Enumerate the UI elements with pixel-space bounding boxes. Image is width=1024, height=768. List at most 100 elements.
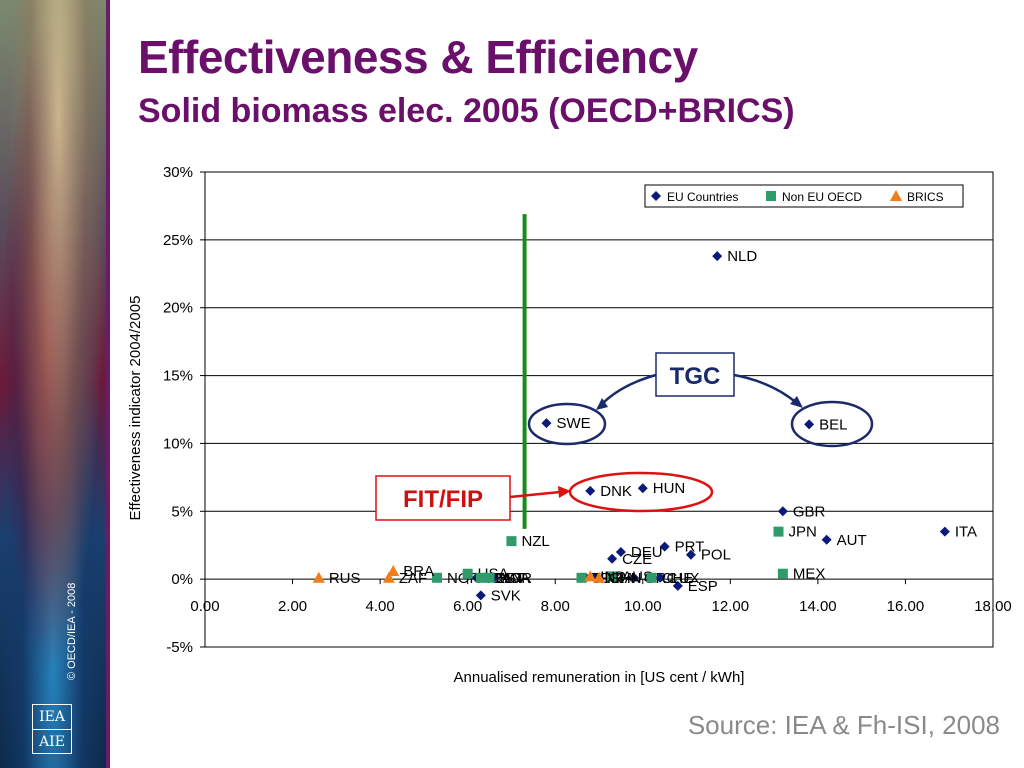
point-label-chn: CHN <box>609 570 642 587</box>
point-label-aut: AUT <box>837 532 867 549</box>
point-label-hun: HUN <box>653 480 686 497</box>
annotations: TGC FIT/FIP <box>375 214 874 529</box>
point-chn <box>593 571 605 583</box>
tgc-box <box>655 352 735 397</box>
point-jpn <box>773 526 784 537</box>
point-label-jpn: JPN <box>788 524 816 541</box>
x-tick-label: 6.00 <box>453 598 482 615</box>
legend-marker <box>651 191 661 201</box>
source-note: Source: IEA & Fh-ISI, 2008 <box>687 710 1000 740</box>
point-kor <box>484 572 495 583</box>
fit-arrowhead <box>558 486 571 498</box>
point-label-nzl: NZL <box>521 533 549 550</box>
legend-box <box>644 184 964 208</box>
tgc-ellipse-swe <box>527 402 607 446</box>
tgc-arrow-left <box>599 373 657 407</box>
iea-logo: IEA AIE <box>32 704 72 754</box>
legend: EU Countries Non EU OECD BRICS <box>644 184 964 208</box>
tgc-arrowhead-left <box>596 398 608 410</box>
point-swe <box>541 418 552 429</box>
x-tick-label: 4.00 <box>366 598 395 615</box>
axis-ticks: 30% 25% 20% 15% 10% 5% 0% -5% 0.00 2.00 4.00 6.00 8.… <box>163 164 1012 656</box>
fit-ellipse <box>568 471 714 513</box>
x-tick-label: 2.00 <box>278 598 307 615</box>
point-label-ita: ITA <box>955 524 977 541</box>
fit-arrow <box>509 490 561 499</box>
y-tick-label: 10% <box>163 435 193 452</box>
x-tick-label: 12.00 <box>712 598 750 615</box>
point-grc <box>629 572 640 583</box>
legend-marker <box>766 191 776 201</box>
side-divider <box>106 0 110 768</box>
y-tick-label: 30% <box>163 164 193 181</box>
logo-line-bottom: AIE <box>39 734 65 750</box>
x-tick-label: 0.00 <box>190 598 219 615</box>
point-label-che: CHE <box>662 570 694 587</box>
point-aus <box>607 571 618 582</box>
y-tick-label: 25% <box>163 232 193 249</box>
point-label-aus: AUS <box>622 568 653 585</box>
point-deu <box>615 547 626 557</box>
point-esp <box>672 580 683 591</box>
point-bra <box>387 565 400 576</box>
point-ita <box>939 526 950 537</box>
point-label-bel: BEL <box>819 416 847 433</box>
point-hun <box>637 483 648 494</box>
plot-area <box>204 171 994 648</box>
point-label-swe: SWE <box>556 415 590 432</box>
point-nld <box>712 251 723 262</box>
point-label-est: EST <box>495 570 524 587</box>
x-tick-label: 14.00 <box>799 598 837 615</box>
x-tick-label: 16.00 <box>887 598 925 615</box>
point-che <box>646 572 657 583</box>
point-usa <box>462 568 473 579</box>
point-label-nld: NLD <box>727 248 757 265</box>
x-axis-title: Annualised remuneration in [US cent / kW… <box>454 669 745 686</box>
tgc-ellipse-bel <box>790 400 874 448</box>
point-label-ind: IND <box>600 568 626 585</box>
point-label-prt: PRT <box>675 539 705 556</box>
y-tick-label: 20% <box>163 300 193 317</box>
legend-marker <box>890 190 902 201</box>
point-label-mex: MEX <box>793 566 826 583</box>
legend-label: BRICS <box>907 190 944 204</box>
y-tick-label: 5% <box>171 503 193 520</box>
slide-subtitle: Solid biomass elec. 2005 (OECD+BRICS) <box>138 92 795 130</box>
tgc-arrowhead-right <box>790 396 803 408</box>
point-gbr <box>777 506 788 517</box>
point-pol <box>685 549 696 560</box>
legend-label: Non EU OECD <box>782 190 862 204</box>
point-label-can: CAN <box>491 570 523 587</box>
point-ind <box>584 570 597 582</box>
tgc-label: TGC <box>670 363 721 390</box>
point-label-esp: ESP <box>688 578 718 595</box>
y-axis-title: Effectiveness indicator 2004/2005 <box>127 296 144 521</box>
logo-line-top: IEA <box>33 705 71 730</box>
point-label-dnk: DNK <box>600 483 632 500</box>
point-tur <box>576 572 587 583</box>
point-label-kor: KOR <box>500 570 533 587</box>
point-label-deu: DEU <box>631 544 663 561</box>
point-rus <box>312 571 325 583</box>
point-prt <box>659 541 670 552</box>
legend-label: EU Countries <box>667 190 738 204</box>
point-label-cze: CZE <box>622 551 652 568</box>
x-tick-label: 10.00 <box>624 598 662 615</box>
y-tick-label: 0% <box>171 571 193 588</box>
point-label-pol: POL <box>701 547 731 564</box>
point-bel <box>804 419 815 430</box>
y-tick-label: -5% <box>166 639 193 656</box>
point-zaf <box>382 571 395 583</box>
point-label-lva: LVA <box>504 570 530 587</box>
slide-title: Effectiveness & Efficiency <box>138 31 698 83</box>
tgc-arrow-right <box>733 373 799 405</box>
point-lux <box>655 572 666 583</box>
x-tick-label: 8.00 <box>541 598 570 615</box>
point-svk <box>475 590 486 601</box>
point-dnk <box>585 485 596 496</box>
point-nor <box>432 572 443 583</box>
decorative-side-band <box>0 0 106 768</box>
point-label-zaf: ZAF <box>399 570 427 587</box>
